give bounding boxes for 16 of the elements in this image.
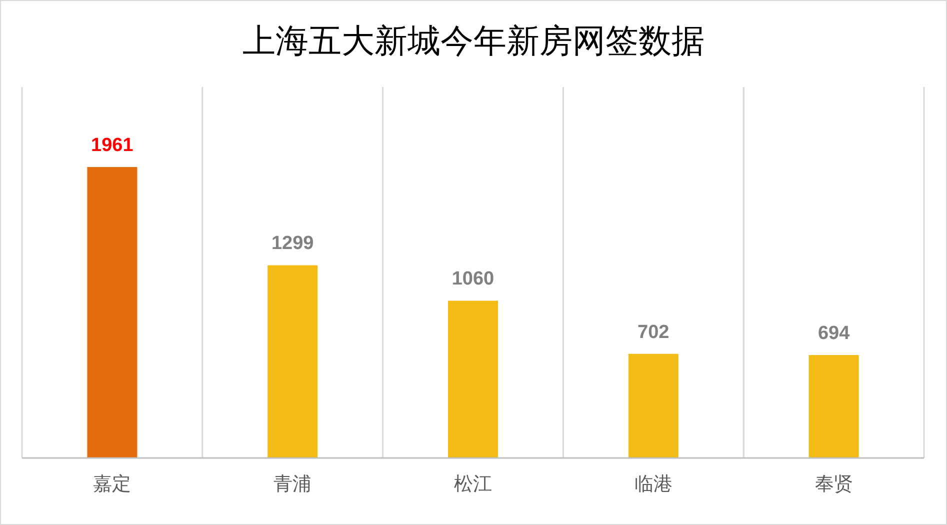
chart-title: 上海五大新城今年新房网签数据 (242, 22, 704, 59)
x-tick-label: 临港 (634, 474, 672, 495)
x-tick-label: 松江 (454, 474, 492, 495)
bar (87, 167, 138, 458)
data-label: 1299 (271, 233, 314, 254)
bar (448, 300, 498, 458)
bar (808, 355, 859, 458)
bar (628, 354, 678, 458)
bar (268, 265, 318, 458)
x-tick-label: 嘉定 (93, 473, 132, 495)
data-label: 702 (638, 322, 670, 343)
x-tick-label: 青浦 (274, 474, 312, 495)
data-label: 694 (818, 323, 850, 344)
data-label: 1961 (91, 135, 134, 156)
x-tick-label: 奉贤 (814, 474, 853, 495)
data-label: 1060 (452, 268, 494, 290)
